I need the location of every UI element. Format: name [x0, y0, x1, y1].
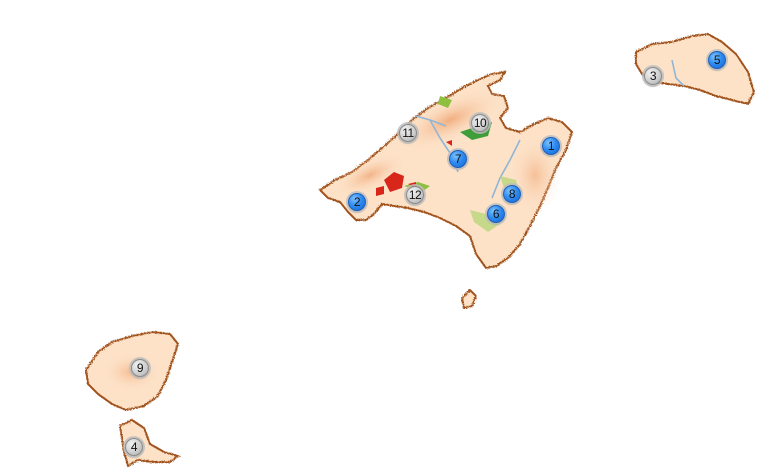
map-marker-12[interactable]: 12 — [406, 186, 424, 204]
map-marker-8[interactable]: 8 — [503, 185, 521, 203]
map-marker-label: 6 — [492, 207, 500, 221]
map-marker-label: 10 — [473, 116, 487, 130]
map-marker-label: 12 — [408, 188, 422, 202]
map-marker-label: 9 — [136, 361, 144, 375]
map-marker-3[interactable]: 3 — [644, 67, 662, 85]
island-cabrera — [460, 288, 478, 310]
map-marker-label: 2 — [353, 195, 361, 209]
map-marker-10[interactable]: 10 — [471, 114, 489, 132]
map-marker-label: 3 — [649, 69, 657, 83]
map-marker-1[interactable]: 1 — [542, 137, 560, 155]
map-marker-label: 8 — [508, 187, 516, 201]
map-marker-11[interactable]: 11 — [399, 124, 417, 142]
map-marker-label: 7 — [454, 152, 462, 166]
map-marker-label: 11 — [402, 126, 414, 140]
map-marker-label: 5 — [713, 53, 721, 67]
map-marker-2[interactable]: 2 — [348, 193, 366, 211]
map-marker-label: 4 — [130, 440, 138, 454]
map-marker-9[interactable]: 9 — [131, 359, 149, 377]
map-marker-4[interactable]: 4 — [125, 438, 143, 456]
island-mallorca — [318, 70, 574, 270]
map-marker-7[interactable]: 7 — [449, 150, 467, 168]
map-marker-label: 1 — [547, 139, 555, 153]
map-marker-5[interactable]: 5 — [708, 51, 726, 69]
map-marker-6[interactable]: 6 — [487, 205, 505, 223]
